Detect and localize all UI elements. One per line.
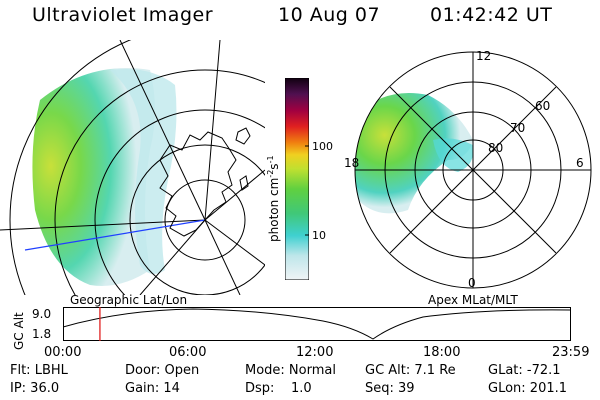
instrument-title: Ultraviolet Imager [32, 4, 214, 26]
mlt-label-18: 18 [344, 156, 359, 170]
status-filter: Flt: LBHL [10, 363, 68, 378]
meridian-line [0, 219, 206, 231]
altitude-curve [63, 308, 572, 340]
timeline-tick-2359: 23:59 [552, 345, 590, 360]
coastline-island [235, 127, 251, 145]
lat-circle [9, 40, 132, 295]
status-seq: Seq: 39 [365, 381, 415, 396]
status-glon: GLon: 201.1 [488, 381, 568, 396]
mlt-label-6: 6 [576, 156, 584, 170]
timeline-tick-1200: 12:00 [296, 345, 334, 360]
status-gain: Gain: 14 [125, 381, 180, 396]
aurora-emission [32, 68, 155, 286]
timeline-frame [63, 307, 571, 341]
altitude-timeline [63, 307, 572, 341]
status-glat: GLat: -72.1 [488, 363, 561, 378]
aurora-oval-inner [433, 138, 474, 172]
colorbar-tick-100: 100 [312, 140, 333, 153]
mlt-label-12: 12 [476, 49, 491, 63]
lat-circle [54, 69, 265, 295]
lat-circle [164, 179, 246, 261]
meridian-line [204, 219, 241, 295]
aurora-oval [355, 93, 473, 214]
meridian-line [139, 219, 206, 295]
timeline-tick-0600: 06:00 [169, 345, 207, 360]
timeline-tick-1800: 18:00 [423, 345, 461, 360]
lat-circle [94, 109, 265, 295]
mlat-label-60: 60 [535, 99, 550, 113]
colorbar [285, 78, 309, 280]
mlt-label-0: 0 [468, 276, 476, 290]
status-ip: IP: 36.0 [10, 381, 60, 396]
polar-plot: 12 0 18 6 60 70 80 [344, 49, 592, 290]
date-label: 10 Aug 07 [278, 4, 381, 26]
meridian-line [204, 219, 265, 266]
mlt-line-diagonal [389, 86, 557, 254]
polar-projection-label: Apex MLat/MLT [428, 293, 518, 307]
timeline-y-label: GC Alt [12, 312, 26, 350]
noon-meridian-line [24, 219, 206, 251]
map-projection-label: Geographic Lat/Lon [70, 293, 188, 307]
geographic-map [0, 40, 265, 295]
status-mode: Mode: Normal [245, 363, 336, 378]
aurora-faint-edge [110, 69, 177, 274]
mlat-label-80: 80 [488, 141, 503, 155]
meridian-line [204, 169, 265, 221]
colorbar-gradient [285, 78, 309, 280]
meridian-line [119, 40, 206, 221]
colorbar-unit-label: photon cm-2s-1 [266, 155, 281, 242]
time-label: 01:42:42 UT [430, 4, 553, 26]
timeline-tick-0000: 00:00 [44, 345, 82, 360]
status-dsp: Dsp: 1.0 [245, 381, 312, 396]
coastline [159, 131, 237, 237]
meridian-line [204, 40, 221, 221]
colorbar-tick-10: 10 [312, 229, 326, 242]
mlat-label-70: 70 [510, 121, 525, 135]
lat-circle [129, 144, 265, 295]
timeline-ymin: 1.8 [32, 327, 52, 341]
coastline-island [239, 175, 249, 191]
timeline-ymax: 9.0 [32, 307, 52, 321]
status-gc-alt: GC Alt: 7.1 Re [365, 363, 456, 378]
status-door: Door: Open [125, 363, 200, 378]
